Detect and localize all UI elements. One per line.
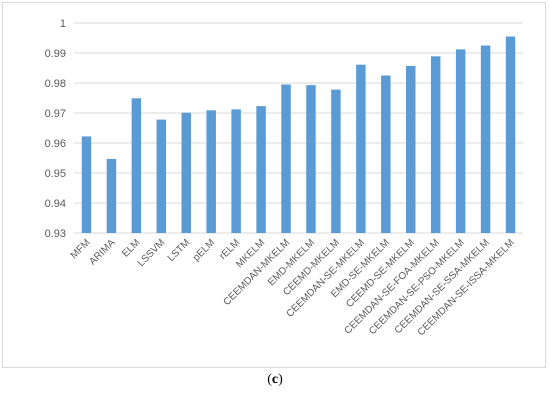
bar (331, 89, 341, 233)
bar (106, 158, 117, 233)
bar (505, 36, 516, 233)
bar (81, 136, 92, 233)
x-tick-label: LSSVM (136, 237, 168, 269)
y-tick-label: 0.94 (45, 198, 66, 210)
y-tick-label: 0.95 (45, 168, 66, 180)
bar (455, 49, 466, 234)
chart-frame: 0.93 0.94 0.95 0.96 0.97 0.98 0.99 1 MFM ARIMA ELM… (2, 2, 546, 368)
bar (430, 56, 441, 233)
bar (480, 45, 491, 233)
x-tick-label: pELM (191, 237, 217, 263)
bar (281, 84, 291, 233)
bar (306, 85, 316, 233)
figure-caption: (c) (0, 372, 550, 388)
x-tick-label: LSTM (166, 237, 193, 264)
x-tick-label: ARIMA (87, 237, 117, 267)
bar (181, 112, 191, 233)
y-tick-label: 0.96 (45, 138, 66, 150)
y-tick-label: 0.97 (45, 108, 66, 120)
bar (156, 119, 167, 233)
bar (356, 64, 366, 233)
bar (206, 110, 216, 233)
bar (231, 109, 241, 233)
caption-close: ) (278, 372, 283, 387)
y-tick-label: 1 (60, 18, 66, 30)
bar (256, 106, 266, 233)
bar (131, 98, 142, 233)
y-tick-label: 0.98 (45, 78, 66, 90)
bar (406, 65, 416, 234)
caption-open: ( (267, 372, 272, 387)
y-tick-label: 0.99 (45, 48, 66, 60)
y-tick-label: 0.93 (45, 228, 66, 240)
caption-letter: c (271, 372, 279, 387)
x-tick-label: ELM (120, 237, 142, 259)
bar (381, 75, 391, 233)
